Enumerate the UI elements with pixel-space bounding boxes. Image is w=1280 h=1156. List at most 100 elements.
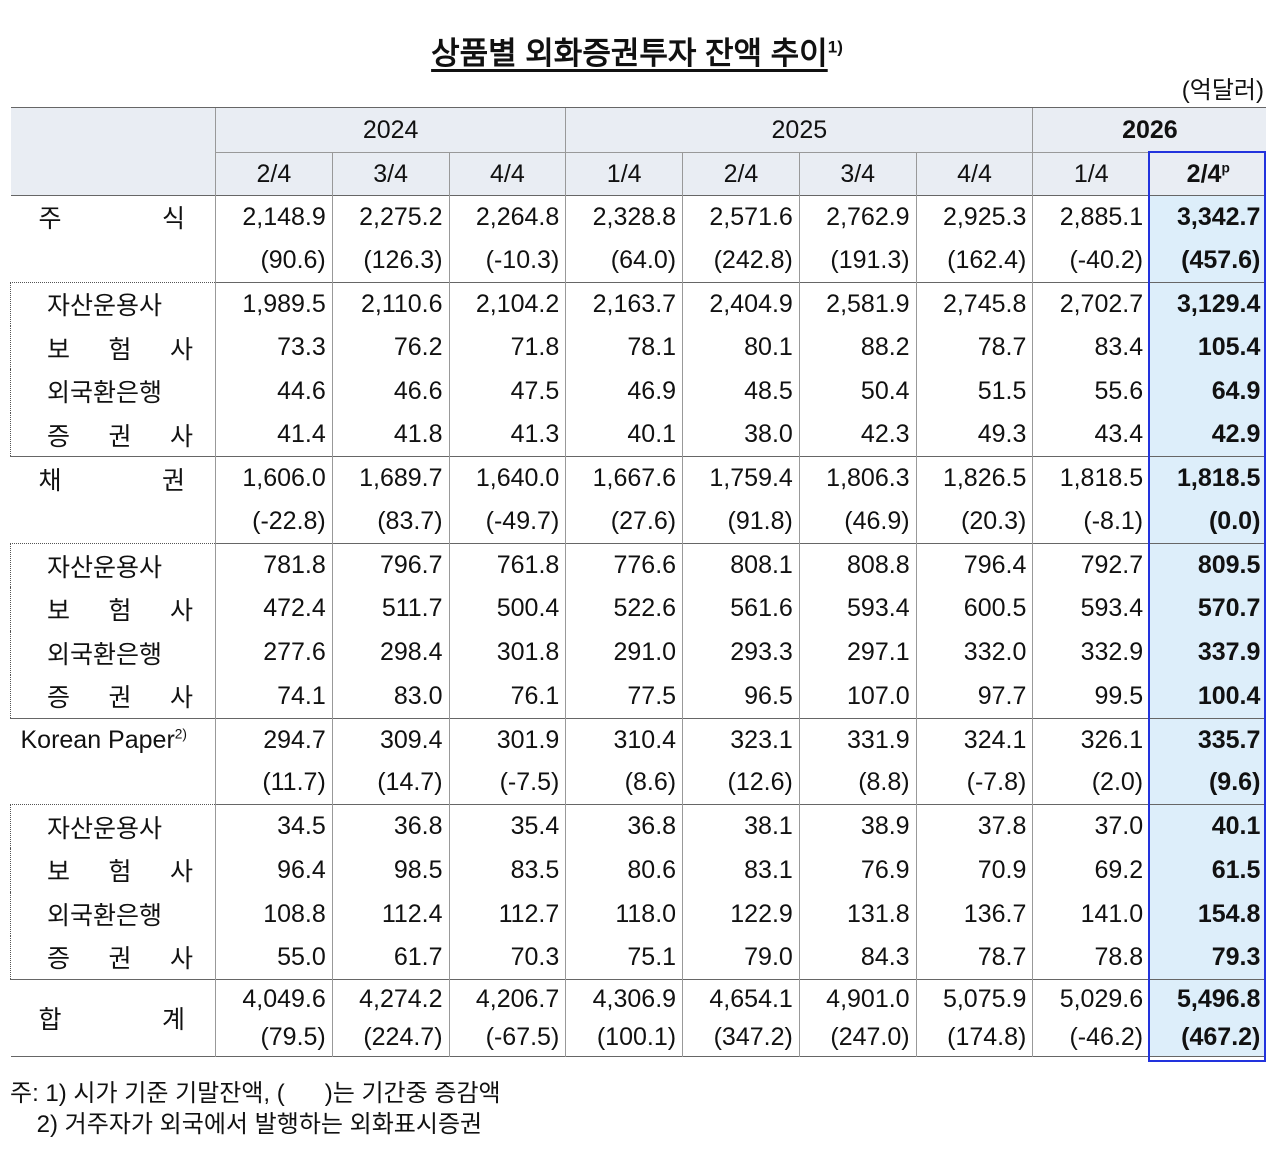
cell: 122.9 (682, 892, 800, 936)
cell: 1,640.0 (448, 456, 566, 501)
quarter-header: 3/4 (798, 152, 917, 196)
cell: 61.5 (1149, 848, 1267, 893)
unit: (억달러) (1181, 77, 1264, 104)
cell: (191.3) (798, 238, 917, 283)
cell: 112.7 (448, 892, 566, 936)
cell: 74.1 (215, 674, 333, 719)
cell: 781.8 (215, 542, 333, 588)
cell: 112.4 (331, 892, 450, 936)
row-label: Korean Paper2) (10, 717, 216, 762)
row-label (11, 500, 216, 543)
cell: 88.2 (798, 325, 917, 370)
quarter-header: 2/4 (215, 152, 333, 196)
quarter-note: p (1221, 160, 1230, 176)
cell: 4,274.2 (331, 979, 450, 1019)
cell: (-7.5) (448, 761, 566, 805)
cell: 2,275.2 (331, 194, 450, 239)
table-row: 증 권 사 74.1 83.0 76.1 77.5 96.5 107.0 97.7 99.5 10… (10, 674, 1267, 719)
table-row: 채 권 1,606.0 1,689.7 1,640.0 1,667.6 1,759.4 1,… (10, 456, 1267, 501)
title-text: 상품별 외화증권투자 잔액 추이 (431, 36, 828, 71)
cell: 35.4 (448, 804, 566, 849)
quarter-header: 4/4 (448, 152, 566, 196)
cell: 46.6 (331, 369, 450, 414)
cell: 1,989.5 (215, 281, 333, 326)
cell: 37.8 (915, 804, 1033, 849)
quarter-header: 1/4 (565, 152, 683, 196)
table-row: 보 험 사 472.4 511.7 500.4 522.6 561.6 593.4 600.5… (10, 587, 1267, 631)
header-row: 2024 2025 2026 (10, 107, 1267, 196)
cell: 36.8 (331, 804, 450, 849)
table-row: 외국환은행 108.8 112.4 112.7 118.0 122.9 131.8 136.7… (10, 892, 1267, 936)
cell: 2,581.9 (798, 281, 917, 326)
cell: 796.7 (331, 542, 450, 588)
row-label: 증 권 사 (10, 413, 216, 457)
table-row: Korean Paper2) 294.7 309.4 301.9 310.4 323.1 3… (10, 717, 1267, 762)
cell: 141.0 (1032, 892, 1150, 936)
row-label (11, 239, 216, 282)
year-header: 2025 (565, 107, 1033, 153)
cell: (347.2) (682, 1018, 800, 1057)
header-blank (10, 107, 216, 196)
cell: 97.7 (915, 674, 1033, 719)
cell: 2,745.8 (915, 281, 1033, 326)
table-row: 합 계 4,049.6 4,274.2 4,206.7 4,306.9 4,654.1 4,… (10, 979, 1267, 1057)
cell: (27.6) (565, 500, 683, 544)
header-row: 2/4 3/4 4/4 1/4 2/4 3/4 4/4 1/4 2/4p (11, 152, 1267, 196)
cell: 500.4 (448, 587, 566, 631)
cell: 47.5 (448, 369, 566, 414)
cell: 1,667.6 (565, 456, 683, 501)
table: 2024 2025 2026 2/4 3/4 4/4 1/4 2/4 3/4 4/4 1/4 2/4p… (10, 107, 1267, 1057)
quarter-header: 4/4 (915, 152, 1033, 196)
cell: 75.1 (565, 935, 683, 980)
cell: (-8.1) (1032, 500, 1150, 544)
cell: 55.0 (215, 935, 333, 980)
cell: 301.9 (448, 717, 566, 762)
cell: 46.9 (565, 369, 683, 414)
table-row: (90.6) (126.3) (-10.3) (64.0) (242.8) (191.3)… (11, 238, 1267, 283)
quarter-header: 2/4p (1149, 152, 1267, 196)
cell: (-40.2) (1032, 238, 1150, 283)
footnote-prefix: 주: (10, 1080, 39, 1107)
cell: (-7.8) (915, 761, 1033, 805)
cell: 331.9 (798, 717, 917, 762)
table-row: 주 식 2,148.9 2,275.2 2,264.8 2,328.8 2,571.6 2,… (10, 194, 1267, 239)
cell: 108.8 (215, 892, 333, 936)
year-header: 2024 (214, 107, 566, 153)
cell: 78.7 (915, 325, 1033, 370)
cell: 593.4 (798, 587, 917, 631)
row-label: 채 권 (10, 456, 216, 501)
title: 상품별 외화증권투자 잔액 추이1) (0, 28, 1274, 73)
cell: 5,075.9 (915, 979, 1033, 1019)
cell: (8.6) (565, 761, 683, 805)
row-label: 증 권 사 (10, 674, 216, 719)
cell: 50.4 (798, 369, 917, 414)
cell: 78.1 (565, 325, 683, 370)
table-row: 증 권 사 41.4 41.8 41.3 40.1 38.0 42.3 49.3 43.4 42.… (10, 413, 1267, 457)
quarter-header: 2/4 (682, 152, 800, 196)
cell: 78.7 (915, 935, 1033, 980)
cell: 79.0 (682, 935, 800, 980)
cell: 2,148.9 (215, 194, 333, 239)
cell: 136.7 (915, 892, 1033, 936)
cell: 593.4 (1032, 587, 1150, 631)
cell: 55.6 (1032, 369, 1150, 414)
cell: 3,342.7 (1149, 194, 1267, 239)
cell: 324.1 (915, 717, 1033, 762)
cell: 796.4 (915, 542, 1033, 588)
cell: 118.0 (565, 892, 683, 936)
cell: 1,806.3 (798, 456, 917, 501)
cell: 570.7 (1149, 587, 1267, 631)
cell: 2,104.2 (448, 281, 566, 326)
cell: (-67.5) (448, 1018, 566, 1057)
cell: 472.4 (215, 587, 333, 631)
cell: 808.8 (798, 542, 917, 588)
cell: (247.0) (798, 1018, 917, 1057)
cell: 297.1 (798, 630, 917, 675)
row-label: 외국환은행 (10, 630, 216, 675)
footnote: 1) 시가 기준 기말잔액, ( )는 기간중 증감액 (45, 1080, 501, 1107)
footnotes: 주: 1) 시가 기준 기말잔액, ( )는 기간중 증감액 2) 거주자가 외… (10, 1078, 501, 1140)
cell: 294.7 (215, 717, 333, 762)
cell: 107.0 (798, 674, 917, 719)
cell: (2.0) (1032, 761, 1150, 805)
cell: 5,496.8 (1149, 979, 1267, 1019)
